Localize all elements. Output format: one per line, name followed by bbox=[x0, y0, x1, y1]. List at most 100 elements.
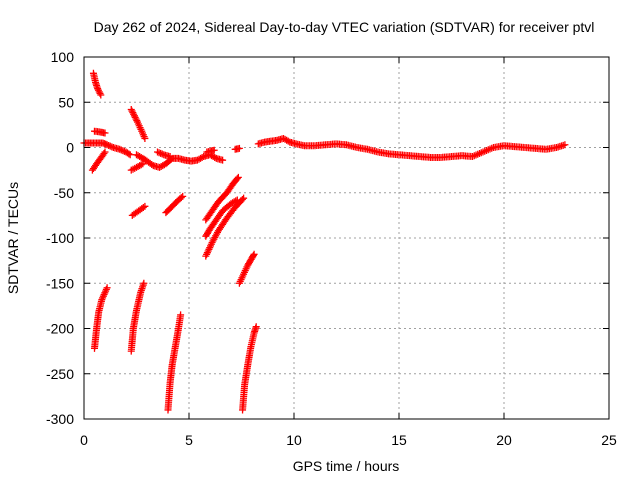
series-arc-10 bbox=[164, 311, 185, 414]
data-point bbox=[106, 142, 114, 150]
y-tick-label: 100 bbox=[51, 49, 75, 65]
data-point bbox=[249, 251, 257, 259]
y-axis-label: SDTVAR / TECUs bbox=[5, 182, 21, 294]
series-arc-8 bbox=[127, 160, 147, 174]
x-tick-label: 20 bbox=[496, 432, 512, 448]
data-point bbox=[166, 153, 174, 161]
data-point bbox=[179, 192, 187, 200]
data-point bbox=[158, 150, 166, 158]
y-tick-label: -150 bbox=[46, 275, 74, 291]
data-point bbox=[219, 156, 227, 164]
data-point bbox=[561, 141, 569, 149]
data-point bbox=[119, 147, 127, 155]
data-point bbox=[102, 287, 110, 295]
data-point bbox=[157, 149, 165, 157]
data-point bbox=[101, 289, 109, 297]
x-tick-label: 25 bbox=[601, 432, 617, 448]
data-point bbox=[101, 129, 109, 137]
series-arc-9 bbox=[154, 148, 174, 161]
data-point bbox=[131, 113, 139, 121]
x-tick-label: 0 bbox=[80, 432, 88, 448]
data-point bbox=[240, 194, 248, 202]
data-point bbox=[232, 197, 240, 205]
data-point bbox=[127, 105, 135, 113]
data-point bbox=[141, 134, 149, 142]
data-point bbox=[140, 279, 148, 287]
data-point bbox=[128, 107, 136, 115]
x-tick-label: 5 bbox=[185, 432, 193, 448]
data-point bbox=[250, 250, 258, 258]
y-tick-label: -100 bbox=[46, 230, 74, 246]
data-point bbox=[233, 175, 241, 183]
chart-title: Day 262 of 2024, Sidereal Day-to-day VTE… bbox=[94, 19, 595, 35]
data-point bbox=[234, 173, 242, 181]
series-arc-14 bbox=[202, 173, 242, 224]
data-point bbox=[235, 144, 243, 152]
data-point bbox=[126, 151, 134, 159]
y-tick-label: 0 bbox=[66, 140, 74, 156]
data-point bbox=[108, 143, 116, 151]
data-point bbox=[177, 311, 185, 319]
data-point bbox=[198, 153, 206, 161]
data-point bbox=[101, 148, 109, 156]
data-point bbox=[233, 196, 241, 204]
data-point bbox=[116, 145, 124, 153]
y-tick-label: -50 bbox=[54, 185, 74, 201]
y-tick-label: -300 bbox=[46, 411, 74, 427]
x-tick-label: 15 bbox=[391, 432, 407, 448]
series-baseline-b bbox=[133, 151, 227, 171]
series-arc-5 bbox=[127, 105, 149, 142]
series-arc-15 bbox=[203, 146, 218, 156]
y-tick-label: 50 bbox=[58, 94, 74, 110]
data-point bbox=[98, 296, 106, 304]
series-arc-11 bbox=[162, 192, 187, 217]
data-point bbox=[133, 117, 141, 125]
data-point bbox=[284, 137, 292, 145]
data-point bbox=[94, 86, 102, 94]
data-point bbox=[105, 141, 113, 149]
axis-ticks: 0 5 10 15 20 25 100 50 0 -50 -100 -150 -200 -250 -300 bbox=[46, 49, 617, 448]
data-point bbox=[102, 285, 110, 293]
grid bbox=[84, 57, 609, 419]
series-baseline-d bbox=[254, 134, 569, 161]
data-point bbox=[100, 150, 108, 158]
x-tick-label: 10 bbox=[286, 432, 302, 448]
series-arc-3 bbox=[88, 148, 109, 174]
data-point bbox=[96, 89, 104, 97]
data-point bbox=[137, 161, 145, 169]
series-arc-16 bbox=[235, 250, 258, 287]
series-baseline-a bbox=[80, 139, 134, 159]
data-point bbox=[141, 202, 149, 210]
data-point bbox=[252, 323, 260, 331]
data-point bbox=[117, 146, 125, 154]
series-arc-12 bbox=[202, 194, 248, 260]
data-point bbox=[130, 112, 138, 120]
data-point bbox=[94, 85, 102, 93]
data-point bbox=[154, 148, 161, 156]
data-point bbox=[103, 141, 111, 149]
data-point bbox=[97, 91, 105, 99]
data-point bbox=[99, 294, 107, 302]
data-point bbox=[129, 109, 137, 117]
y-tick-label: -200 bbox=[46, 321, 74, 337]
series-arc-1 bbox=[89, 69, 105, 99]
data-marks bbox=[80, 69, 569, 414]
data-point bbox=[130, 110, 138, 118]
series-baseline-c bbox=[231, 144, 243, 153]
series-arc-4 bbox=[91, 127, 109, 137]
data-point bbox=[155, 149, 163, 157]
series-arc-6 bbox=[127, 279, 148, 355]
data-point bbox=[177, 194, 185, 202]
x-axis-label: GPS time / hours bbox=[293, 458, 400, 474]
data-point bbox=[139, 160, 147, 168]
series-arc-17 bbox=[239, 323, 260, 414]
data-point bbox=[103, 284, 111, 292]
series-arc-2 bbox=[91, 284, 111, 352]
data-point bbox=[132, 115, 140, 123]
data-point bbox=[139, 203, 147, 211]
data-point bbox=[148, 160, 156, 168]
y-tick-label: -250 bbox=[46, 366, 74, 382]
data-point bbox=[211, 153, 219, 161]
series-arc-7 bbox=[128, 202, 149, 219]
